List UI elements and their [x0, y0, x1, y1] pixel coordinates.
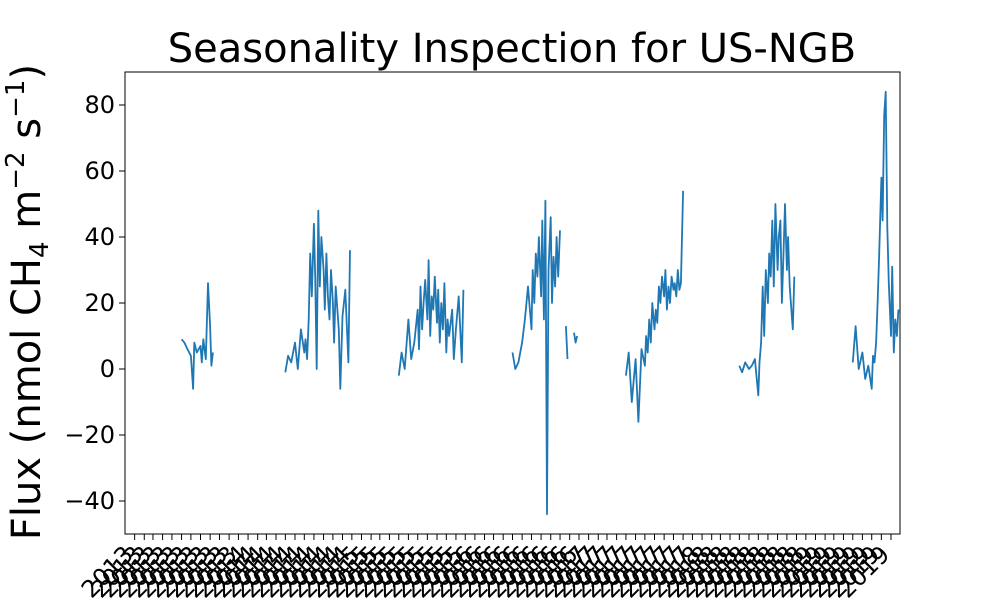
y-axis-label: Flux (nmol CH4 m−2 s−1) [1, 64, 55, 540]
flux-line-segment [180, 282, 214, 390]
x-axis-ticks: 2013201320132013201320132013201320132013… [76, 534, 895, 600]
y-tick-label: 20 [84, 289, 115, 317]
y-axis-ticks: −40 −20 0 20 40 60 80 [64, 91, 125, 515]
flux-line-segment [625, 190, 684, 423]
flux-line-segment [565, 326, 569, 360]
svg-text:Flux (nmol CH4 m−2 s−1): Flux (nmol CH4 m−2 s−1) [1, 64, 55, 540]
flux-line-segment [573, 332, 578, 344]
y-tick-label: 80 [84, 91, 115, 119]
y-tick-label: 60 [84, 157, 115, 185]
y-tick-label: 0 [100, 355, 115, 383]
y-tick-label: −40 [64, 487, 115, 515]
flux-line-segment [511, 199, 561, 516]
y-tick-label: 40 [84, 223, 115, 251]
y-tick-label: −20 [64, 421, 115, 449]
flux-line-segment [397, 259, 465, 376]
chart-title: Seasonality Inspection for US-NGB [168, 26, 856, 72]
flux-line-segment [851, 90, 900, 390]
flux-line-segment [738, 203, 796, 397]
flux-line-segment [284, 209, 351, 390]
flux-series [180, 90, 900, 516]
plot-frame [124, 71, 901, 535]
